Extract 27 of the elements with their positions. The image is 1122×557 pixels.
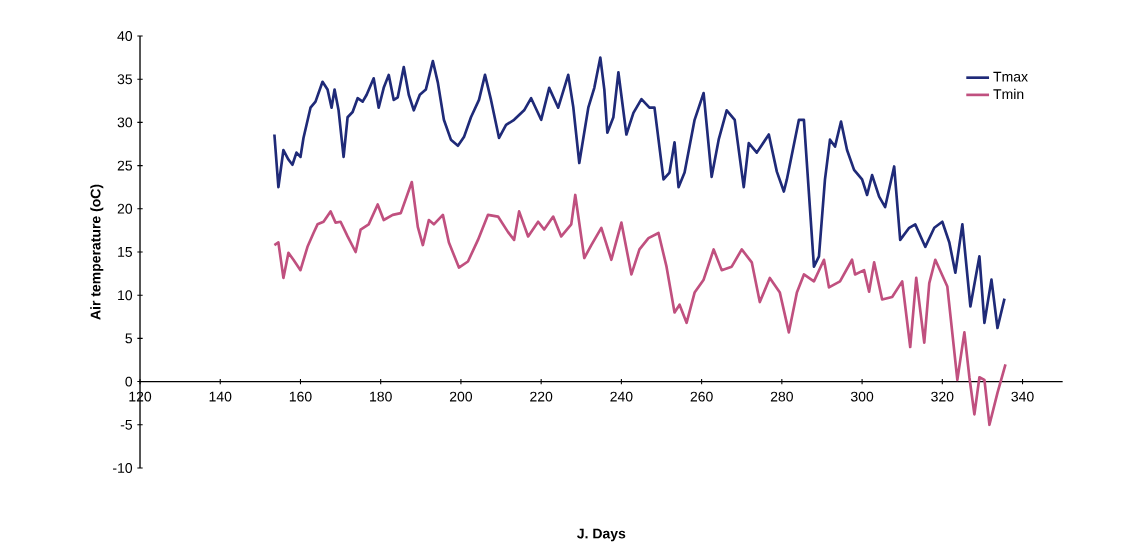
y-tick-label: 10 [118, 290, 133, 301]
x-tick-label: 300 [850, 391, 874, 402]
y-tick-label: 40 [117, 31, 133, 41]
y-tick-label: 20 [117, 203, 133, 214]
y-tick-label: 15 [118, 247, 133, 257]
x-tick-label: 180 [370, 391, 392, 402]
x-tick-label: 140 [209, 391, 232, 402]
y-tick-label: 35 [117, 74, 133, 85]
x-tick-label: 260 [690, 391, 713, 402]
line-series [273, 180, 1007, 427]
legend-label: Tmin [993, 88, 1024, 99]
y-tick-label: 5 [125, 333, 133, 344]
y-tick-label: 30 [117, 117, 133, 128]
x-tick-label: 220 [530, 391, 553, 402]
y-tick-label: 0 [125, 376, 133, 387]
y-axis-title: Air temperature (oC) [90, 184, 104, 320]
y-tick-label: 25 [117, 160, 133, 171]
x-tick-label: 320 [931, 391, 954, 402]
y-tick-label: -10 [113, 463, 133, 473]
legend-label: Tmax [993, 71, 1028, 82]
x-tick-label: 160 [289, 391, 312, 402]
y-tick-label: -5 [120, 419, 133, 430]
x-tick-label: 200 [449, 391, 473, 402]
x-tick-label: 240 [610, 391, 633, 402]
x-tick-label: 340 [1011, 391, 1034, 402]
x-axis-title: J. Days [577, 528, 626, 542]
x-tick-label: 280 [770, 391, 793, 402]
